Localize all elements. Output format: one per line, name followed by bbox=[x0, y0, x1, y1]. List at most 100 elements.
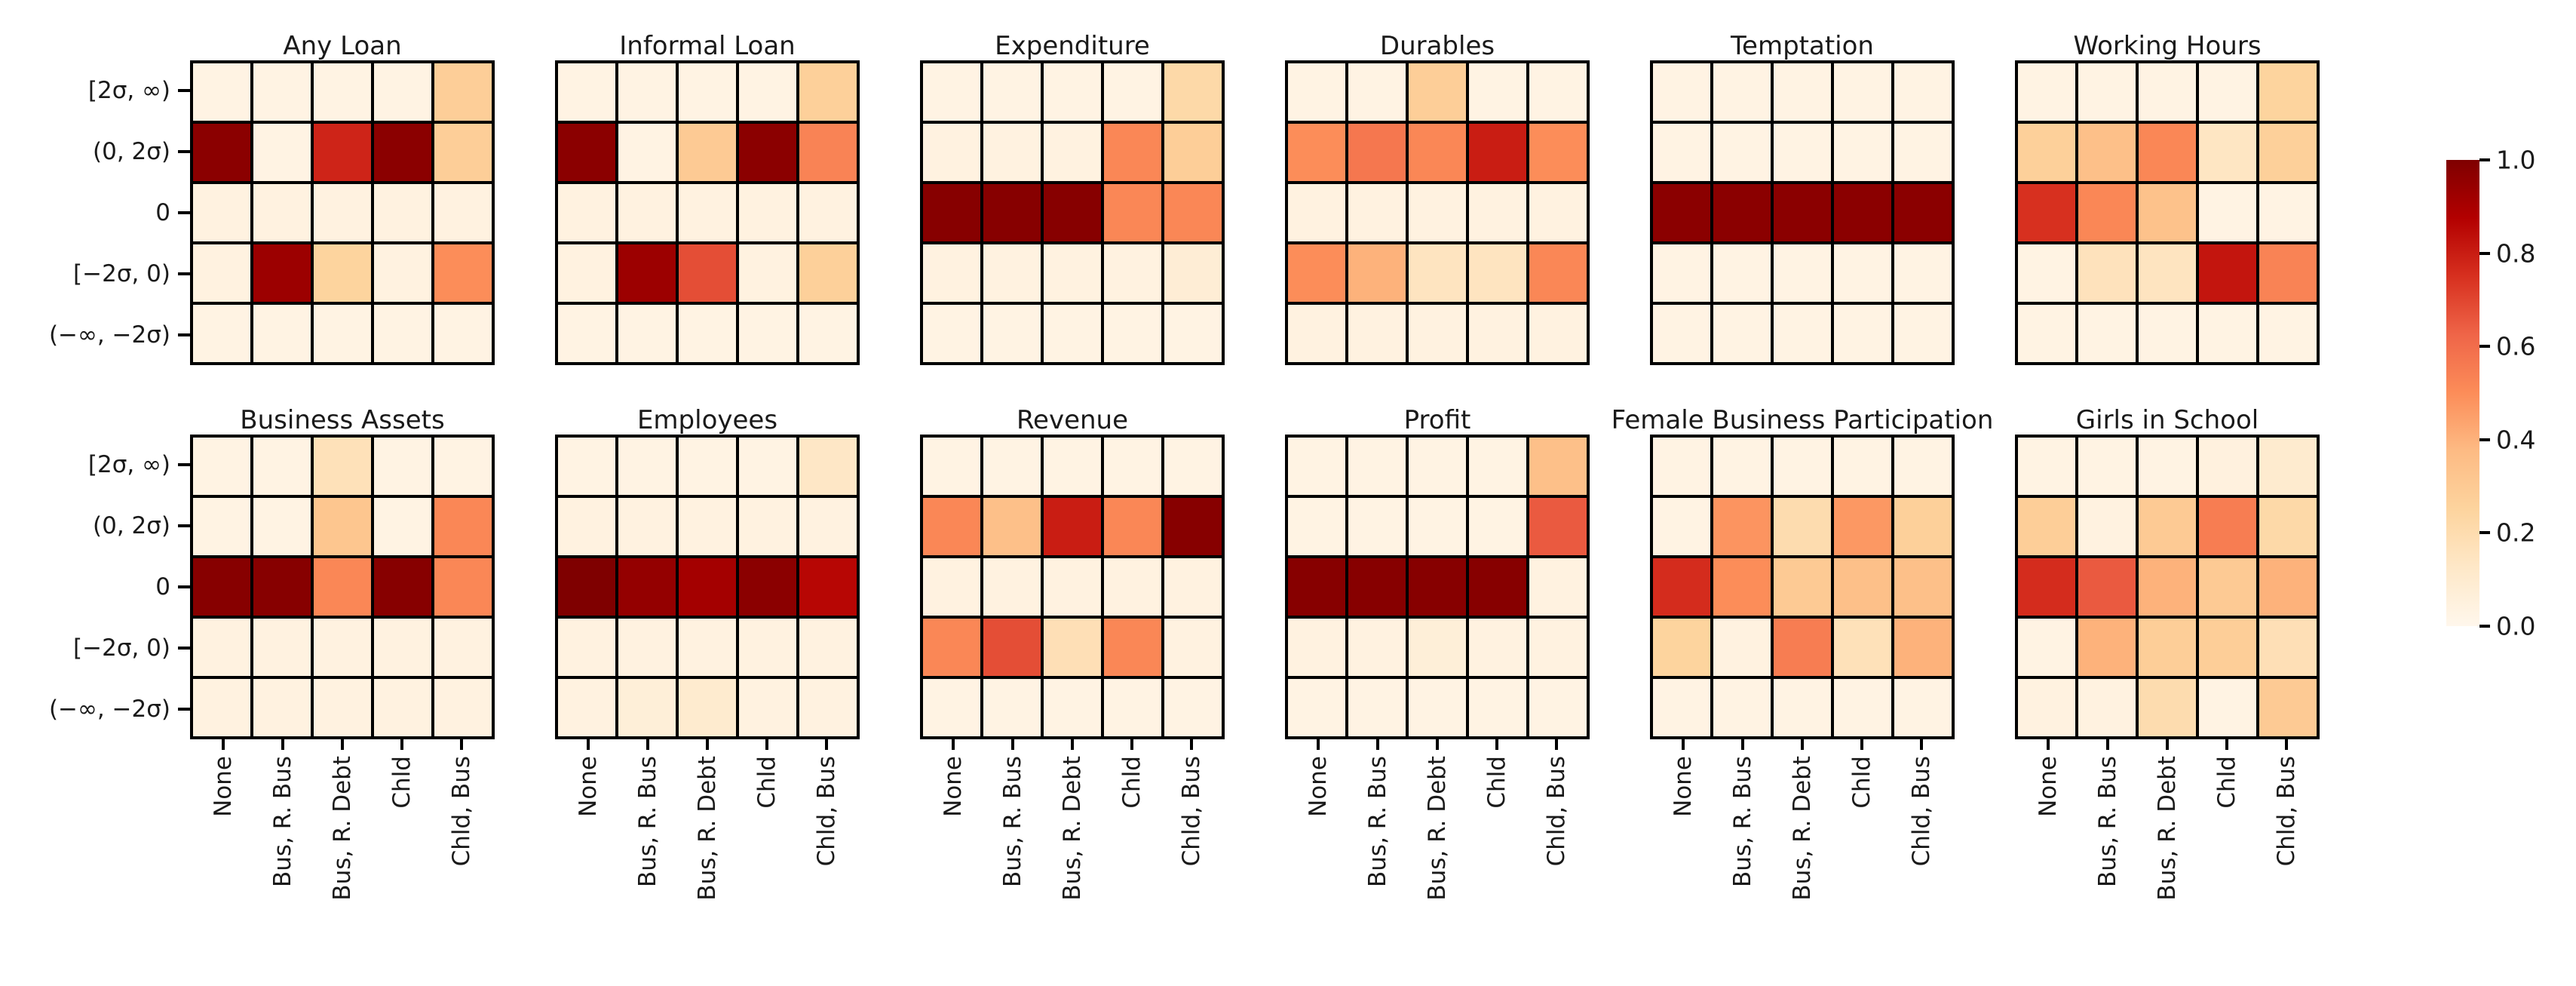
x-tick-label: Bus, R. Bus bbox=[1363, 756, 1391, 887]
heatmap-cell bbox=[2018, 184, 2075, 241]
heatmap-cell bbox=[2139, 498, 2196, 555]
heatmap-panel-girls-in-school: Girls in School None Bus, R. Bus Bus, R. De… bbox=[2015, 391, 2320, 901]
x-tick-mark bbox=[1010, 739, 1014, 750]
heatmap-cell bbox=[983, 184, 1041, 241]
x-tick-mark bbox=[400, 739, 404, 750]
heatmap-grid bbox=[1650, 60, 1955, 365]
heatmap-cell bbox=[1894, 679, 1952, 736]
x-axis-col: Bus, R. Bus bbox=[983, 739, 1042, 901]
heatmap-cell bbox=[1529, 679, 1587, 736]
x-tick-mark bbox=[1860, 739, 1864, 750]
x-tick-label: Bus, R. Bus bbox=[633, 756, 661, 887]
heatmap-cell bbox=[1469, 498, 1526, 555]
heatmap-cell bbox=[1653, 244, 1710, 302]
heatmap-cell bbox=[253, 244, 311, 302]
heatmap-cell bbox=[1774, 498, 1831, 555]
heatmap-cell bbox=[374, 438, 431, 495]
x-axis-col: Bus, R. Bus bbox=[1713, 739, 1772, 901]
heatmap-cell bbox=[799, 619, 857, 676]
heatmap-cell bbox=[799, 305, 857, 362]
heatmap-cell bbox=[1774, 305, 1831, 362]
heatmap-cell bbox=[983, 438, 1041, 495]
heatmap-cell bbox=[1713, 679, 1771, 736]
x-axis-col: None bbox=[1288, 739, 1348, 901]
heatmap-cell bbox=[2139, 619, 2196, 676]
heatmap-cell bbox=[374, 184, 431, 241]
heatmap-cell bbox=[374, 679, 431, 736]
heatmap-cell bbox=[2078, 305, 2136, 362]
heatmap-cell bbox=[2259, 124, 2317, 181]
heatmap-cell bbox=[558, 63, 615, 121]
heatmap-cell bbox=[434, 63, 492, 121]
x-tick-label: None bbox=[1304, 756, 1332, 817]
heatmap-cell bbox=[1409, 619, 1466, 676]
colorbar-tick-mark bbox=[2479, 158, 2490, 161]
heatmap-cell bbox=[1653, 679, 1710, 736]
heatmap-grid bbox=[920, 60, 1225, 365]
heatmap-cell bbox=[1044, 619, 1101, 676]
x-tick-mark bbox=[1375, 739, 1379, 750]
heatmap-cell bbox=[1288, 438, 1345, 495]
heatmap-panel-temptation: Temptation bbox=[1650, 17, 1955, 365]
x-tick-label: Chld bbox=[1848, 756, 1876, 809]
heatmap-cell bbox=[1288, 679, 1345, 736]
heatmap-cell bbox=[2139, 244, 2196, 302]
heatmap-cell bbox=[1834, 679, 1891, 736]
heatmap-cell bbox=[193, 124, 250, 181]
heatmap-cell bbox=[923, 184, 980, 241]
heatmap-cell bbox=[1653, 498, 1710, 555]
y-tick-label: [2σ, ∞) bbox=[87, 451, 170, 479]
heatmap-cell bbox=[1288, 305, 1345, 362]
heatmap-panel-female-business-participation: Female Business Participation None Bus, R.… bbox=[1612, 391, 1994, 901]
heatmap-cell bbox=[1834, 558, 1891, 616]
heatmap-grid bbox=[2015, 435, 2320, 739]
heatmap-cell bbox=[374, 63, 431, 121]
heatmap-grid bbox=[190, 435, 495, 739]
heatmap-cell bbox=[1834, 124, 1891, 181]
heatmap-cell bbox=[1713, 619, 1771, 676]
heatmap-cell bbox=[2259, 558, 2317, 616]
heatmap-cell bbox=[1348, 124, 1406, 181]
heatmap-cell bbox=[374, 619, 431, 676]
heatmap-cell bbox=[2199, 244, 2256, 302]
heatmap-cell bbox=[679, 63, 736, 121]
x-tick-mark bbox=[1495, 739, 1499, 750]
y-axis-row: [−2σ, 0) bbox=[6, 617, 190, 678]
colorbar-tick-label: 0.0 bbox=[2496, 611, 2536, 641]
heatmap-cell bbox=[1894, 63, 1952, 121]
heatmap-cell bbox=[1469, 619, 1526, 676]
heatmap-cell bbox=[2139, 305, 2196, 362]
heatmap-cell bbox=[1529, 558, 1587, 616]
x-tick-label: Chld, Bus bbox=[1543, 756, 1571, 867]
x-axis-col: Chld bbox=[1467, 739, 1527, 901]
colorbar-gradient bbox=[2446, 160, 2479, 626]
heatmap-cell bbox=[2199, 184, 2256, 241]
heatmap-panel-revenue: Revenue None Bus, R. Bus Bus, R. Debt Chld Ch… bbox=[920, 391, 1225, 901]
heatmap-cell bbox=[983, 619, 1041, 676]
x-tick-mark bbox=[2165, 739, 2169, 750]
heatmap-cell bbox=[2199, 558, 2256, 616]
heatmap-cell bbox=[923, 679, 980, 736]
heatmap-cell bbox=[314, 63, 371, 121]
heatmap-cell bbox=[1409, 124, 1466, 181]
heatmap-cell bbox=[1104, 558, 1161, 616]
heatmap-cell bbox=[434, 184, 492, 241]
heatmap-cell bbox=[1288, 184, 1345, 241]
heatmap-cell bbox=[1044, 124, 1101, 181]
heatmap-panel-working-hours: Working Hours bbox=[2015, 17, 2320, 365]
heatmap-cell bbox=[434, 558, 492, 616]
heatmap-cell bbox=[2259, 679, 2317, 736]
y-tick-label: [−2σ, 0) bbox=[73, 634, 170, 662]
x-tick-label: Bus, R. Debt bbox=[693, 756, 721, 901]
heatmap-cell bbox=[193, 184, 250, 241]
heatmap-cell bbox=[434, 619, 492, 676]
y-tick-label: (−∞, −2σ) bbox=[48, 695, 170, 723]
heatmap-cell bbox=[923, 244, 980, 302]
x-axis-col: Bus, R. Bus bbox=[2078, 739, 2137, 901]
x-tick-mark bbox=[2225, 739, 2229, 750]
heatmap-cell bbox=[253, 679, 311, 736]
x-tick-mark bbox=[765, 739, 769, 750]
heatmap-cell bbox=[2078, 619, 2136, 676]
x-tick-label: Chld bbox=[753, 756, 781, 809]
heatmap-cell bbox=[374, 305, 431, 362]
